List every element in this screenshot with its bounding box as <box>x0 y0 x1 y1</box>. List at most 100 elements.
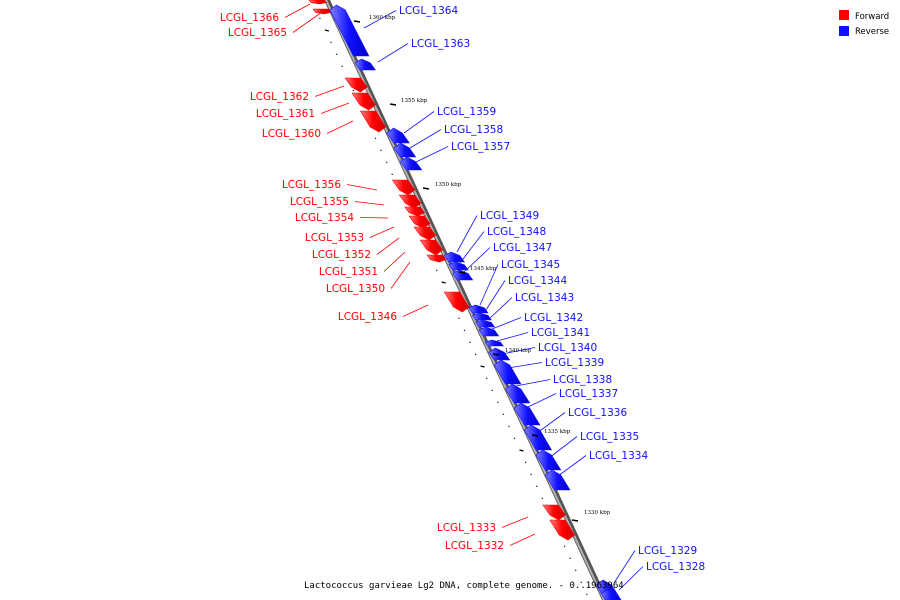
gene-feature[interactable] <box>443 291 470 313</box>
minor-tick <box>319 17 321 20</box>
gene-label[interactable]: LCGL_1341 <box>531 327 590 339</box>
gene-leader-line <box>515 379 551 387</box>
gene-feature[interactable] <box>544 469 571 491</box>
gene-label[interactable]: LCGL_1357 <box>451 141 510 153</box>
gene-leader-line <box>613 550 636 584</box>
gene-layer <box>308 0 622 600</box>
minor-tick <box>502 413 505 416</box>
gene-label[interactable]: LCGL_1337 <box>559 388 618 400</box>
minor-tick <box>580 581 583 584</box>
gene-feature[interactable] <box>399 156 423 171</box>
gene-leader-line <box>496 332 529 342</box>
gene-feature[interactable] <box>535 449 562 471</box>
gene-label[interactable]: LCGL_1350 <box>326 283 385 295</box>
gene-leader-line <box>618 566 644 591</box>
minor-tick <box>574 569 577 572</box>
major-tick-mark <box>571 519 579 522</box>
gene-label[interactable]: LCGL_1362 <box>250 91 309 103</box>
gene-label[interactable]: LCGL_1333 <box>437 522 496 534</box>
gene-feature[interactable] <box>398 194 422 209</box>
gene-feature[interactable] <box>426 254 447 263</box>
gene-feature[interactable] <box>542 504 566 521</box>
gene-feature[interactable] <box>549 519 576 541</box>
gene-label[interactable]: LCGL_1348 <box>487 226 546 238</box>
gene-label[interactable]: LCGL_1363 <box>411 38 470 50</box>
minor-tick <box>385 161 388 164</box>
minor-tick <box>485 377 488 380</box>
gene-label[interactable]: LCGL_1332 <box>445 540 504 552</box>
gene-feature[interactable] <box>524 424 553 451</box>
major-tick-mark <box>422 187 430 190</box>
minor-tick <box>480 365 485 368</box>
gene-label[interactable]: LCGL_1336 <box>568 407 627 419</box>
gene-leader-line <box>501 516 529 528</box>
gene-feature[interactable] <box>493 359 522 385</box>
gene-label[interactable]: LCGL_1366 <box>220 12 279 24</box>
gene-leader-line <box>536 412 566 434</box>
gene-feature[interactable] <box>419 239 444 256</box>
minor-tick <box>335 53 338 56</box>
gene-label[interactable]: LCGL_1361 <box>256 108 315 120</box>
gene-label[interactable]: LCGL_1356 <box>282 179 341 191</box>
gene-feature[interactable] <box>504 383 531 404</box>
gene-feature[interactable] <box>452 269 474 281</box>
tick-label: 1350 kbp <box>435 182 462 188</box>
gene-feature[interactable] <box>488 347 511 361</box>
gene-label[interactable]: LCGL_1335 <box>580 431 639 443</box>
gene-feature[interactable] <box>600 589 622 600</box>
gene-label[interactable]: LCGL_1329 <box>638 545 697 557</box>
gene-feature[interactable] <box>329 4 370 57</box>
gene-feature[interactable] <box>344 77 368 93</box>
gene-feature[interactable] <box>391 179 416 196</box>
gene-feature[interactable] <box>308 0 327 5</box>
gene-feature[interactable] <box>443 251 465 263</box>
legend-reverse-label: Reverse <box>855 27 889 37</box>
gene-label[interactable]: LCGL_1343 <box>515 292 574 304</box>
gene-feature[interactable] <box>408 215 431 229</box>
gene-label[interactable]: LCGL_1328 <box>646 561 705 573</box>
gene-feature[interactable] <box>478 326 500 337</box>
gene-label[interactable]: LCGL_1358 <box>444 124 503 136</box>
major-tick-mark <box>389 103 397 106</box>
gene-label[interactable]: LCGL_1339 <box>545 357 604 369</box>
gene-feature[interactable] <box>475 319 496 328</box>
gene-leader-line <box>314 85 345 97</box>
gene-label[interactable]: LCGL_1346 <box>338 311 397 323</box>
gene-feature[interactable] <box>312 8 332 15</box>
minor-tick <box>508 425 510 428</box>
gene-label[interactable]: LCGL_1352 <box>312 249 371 261</box>
gene-label[interactable]: LCGL_1359 <box>437 106 496 118</box>
minor-tick <box>435 269 438 272</box>
gene-label[interactable]: LCGL_1340 <box>538 342 597 354</box>
gene-label[interactable]: LCGL_1344 <box>508 275 567 287</box>
gene-label[interactable]: LCGL_1351 <box>319 266 378 278</box>
gene-label[interactable]: LCGL_1364 <box>399 5 458 17</box>
gene-feature[interactable] <box>448 261 469 271</box>
gene-label[interactable]: LCGL_1334 <box>589 450 648 462</box>
gene-feature[interactable] <box>359 110 387 133</box>
gene-feature[interactable] <box>513 402 541 426</box>
gene-leader-line <box>369 226 395 238</box>
gene-label[interactable]: LCGL_1354 <box>295 212 354 224</box>
minor-tick <box>463 329 466 332</box>
gene-label[interactable]: LCGL_1349 <box>480 210 539 222</box>
gene-feature[interactable] <box>413 226 437 241</box>
gene-label[interactable]: LCGL_1347 <box>493 242 552 254</box>
gene-feature[interactable] <box>393 142 417 158</box>
gene-label[interactable]: LCGL_1353 <box>305 232 364 244</box>
gene-label[interactable]: LCGL_1338 <box>553 374 612 386</box>
gene-leader-line <box>363 10 397 29</box>
gene-feature[interactable] <box>351 92 376 111</box>
minor-tick <box>497 401 499 404</box>
gene-label[interactable]: LCGL_1360 <box>262 128 321 140</box>
gene-feature[interactable] <box>386 127 410 144</box>
gene-feature[interactable] <box>404 206 426 217</box>
gene-label[interactable]: LCGL_1355 <box>290 196 349 208</box>
gene-label[interactable]: LCGL_1365 <box>228 27 287 39</box>
gene-feature[interactable] <box>354 58 376 71</box>
gene-feature[interactable] <box>484 339 504 347</box>
gene-label[interactable]: LCGL_1345 <box>501 259 560 271</box>
gene-leader-line <box>320 102 350 114</box>
gene-label[interactable]: LCGL_1342 <box>524 312 583 324</box>
minor-tick <box>380 149 382 152</box>
